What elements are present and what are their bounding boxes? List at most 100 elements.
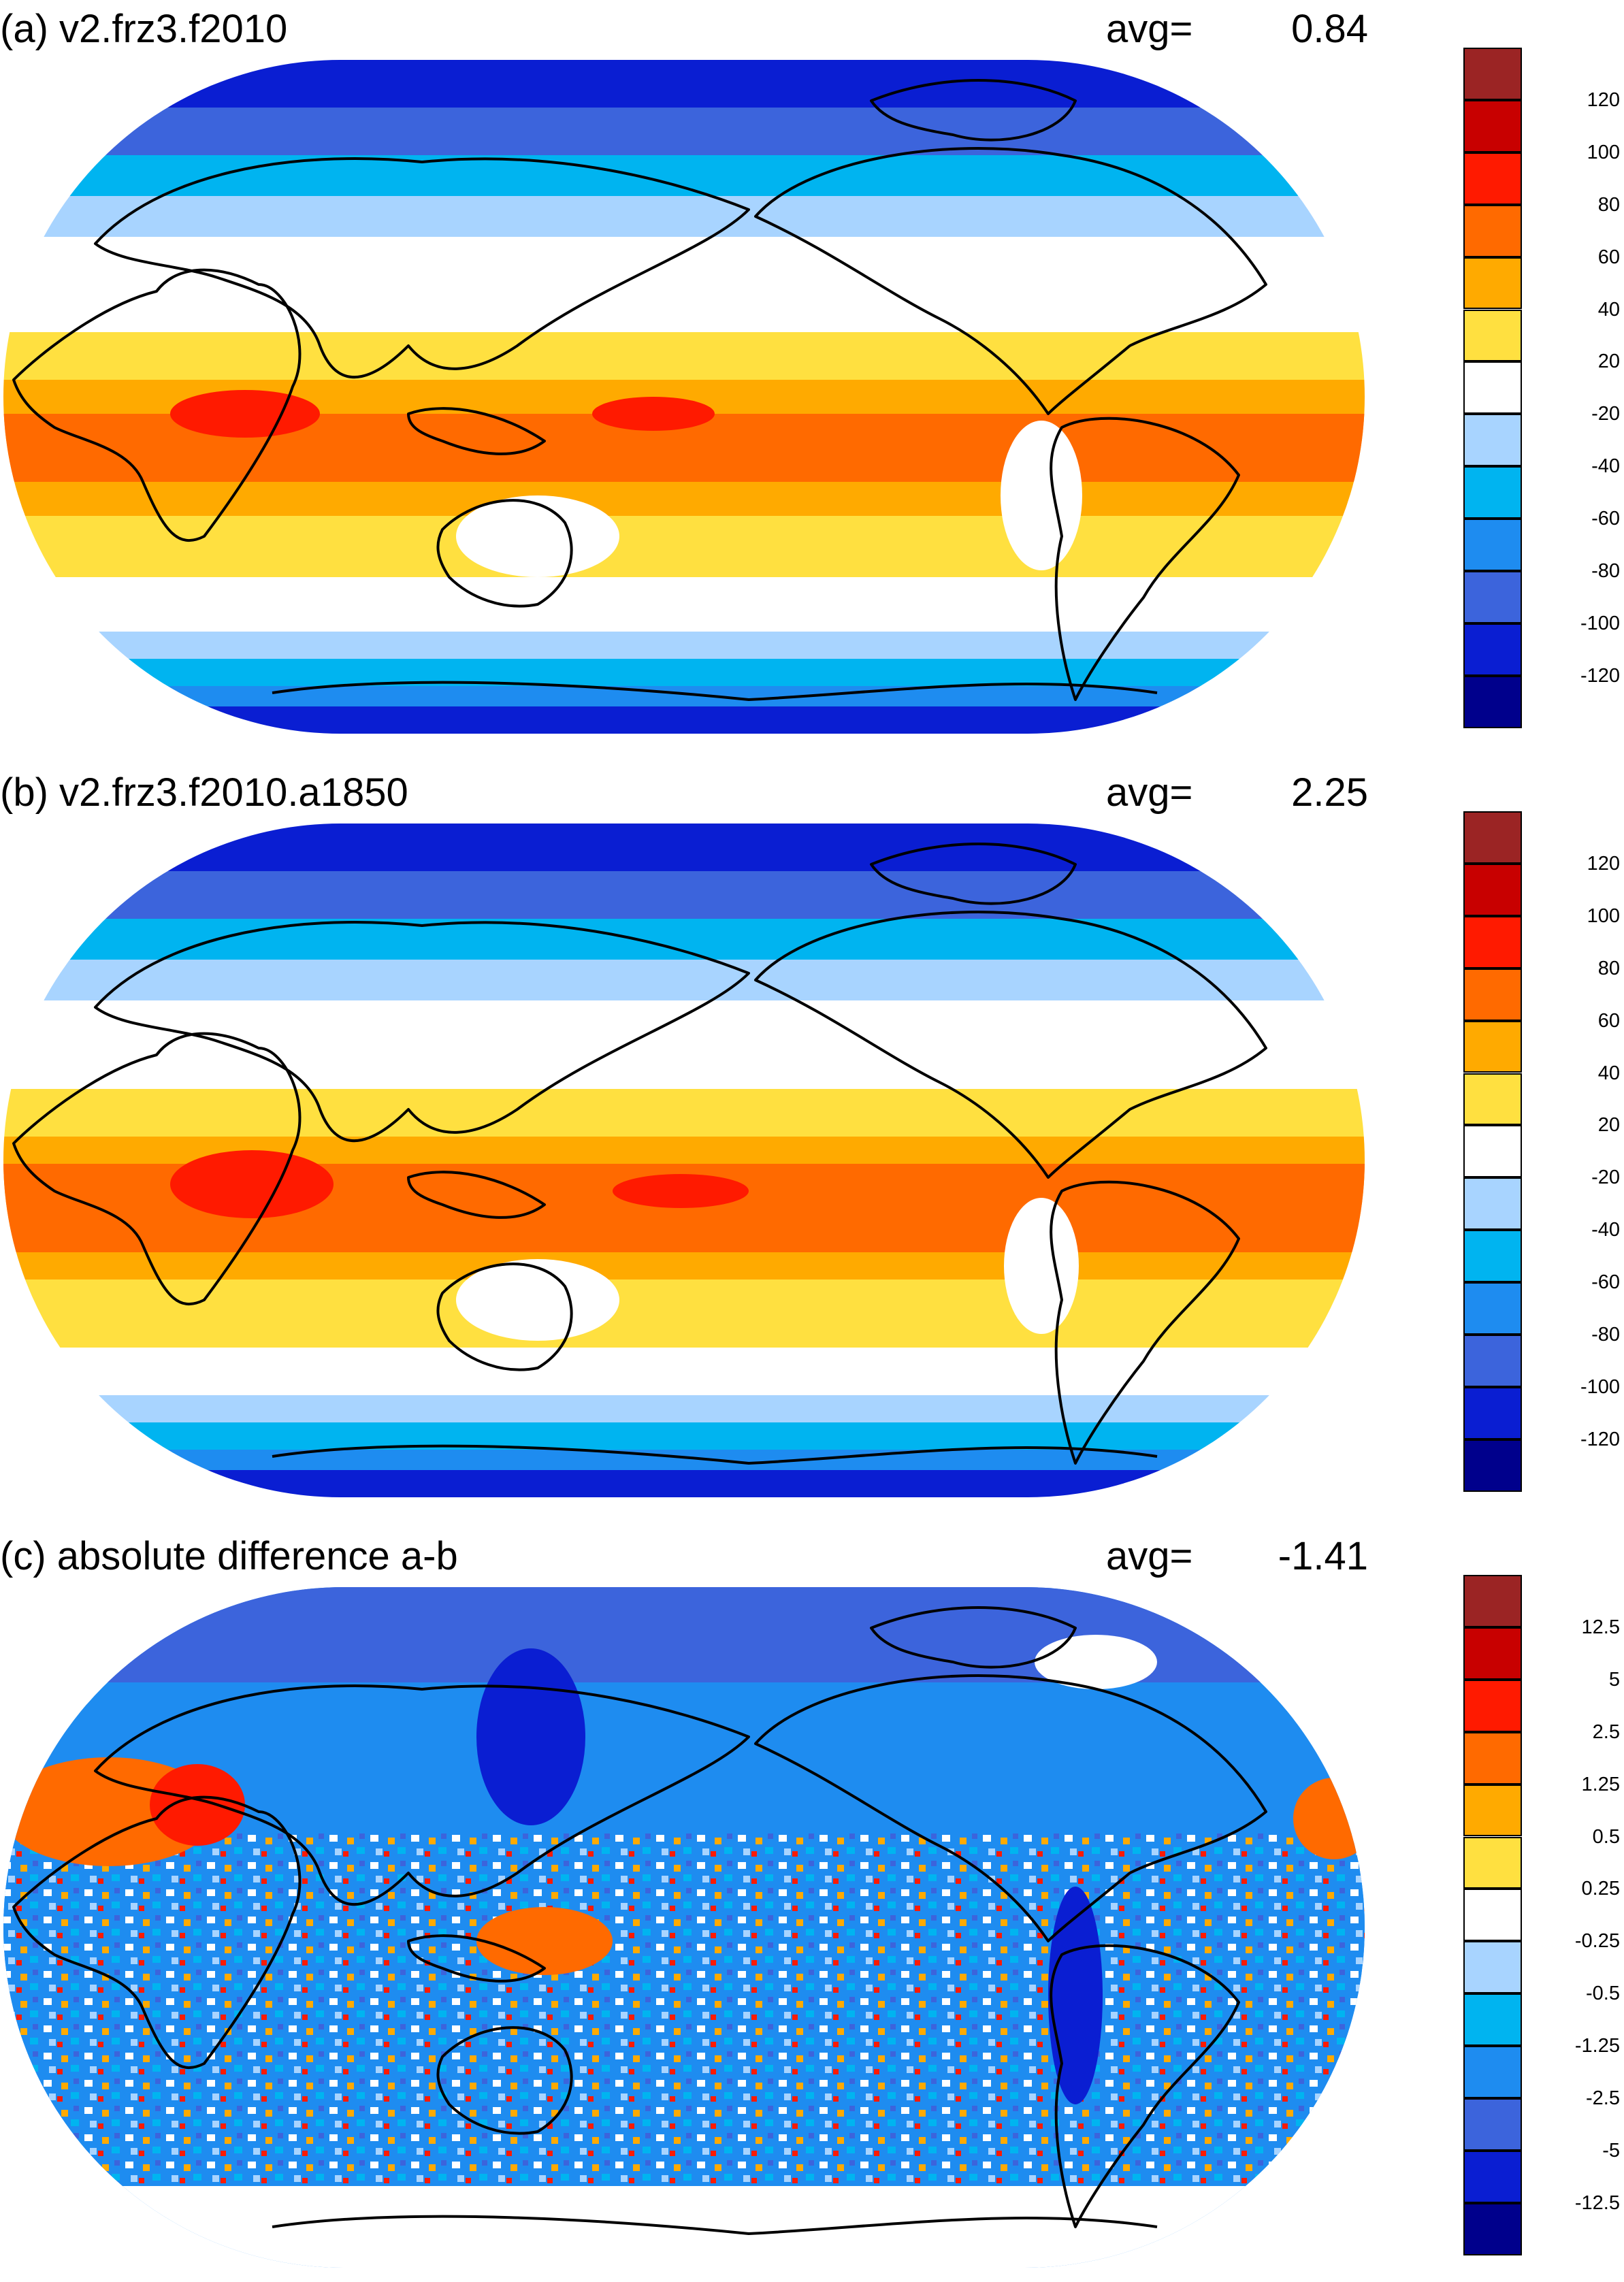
colorbar-label: -40 xyxy=(1591,455,1620,478)
coastline-australia xyxy=(436,1262,573,1371)
world-map xyxy=(3,1587,1365,2268)
colorbar-label: -2.5 xyxy=(1586,2087,1620,2109)
colorbar-swatch xyxy=(1463,2098,1522,2151)
colorbar-label: -5 xyxy=(1602,2139,1620,2162)
colorbar-label: 20 xyxy=(1597,351,1620,373)
colorbar-swatch xyxy=(1463,1282,1522,1335)
band-north-yellow xyxy=(3,1089,1365,1137)
colorbar-label: -20 xyxy=(1591,1167,1620,1189)
colorbar-swatch xyxy=(1463,675,1522,728)
cool-patch xyxy=(1001,421,1082,570)
band-north-subpolar xyxy=(3,871,1365,919)
band-south-white xyxy=(3,1348,1365,1395)
patch-japan xyxy=(476,1648,585,1825)
colorbar-label: -40 xyxy=(1591,1219,1620,1241)
colorbar-swatch xyxy=(1463,152,1522,205)
cool-patch xyxy=(1004,1198,1079,1334)
colorbar-swatch xyxy=(1463,2046,1522,2098)
colorbar-swatch xyxy=(1463,414,1522,467)
colorbar-swatch xyxy=(1463,519,1522,571)
colorbar-label: 0.25 xyxy=(1581,1878,1620,1900)
colorbar-swatch xyxy=(1463,1627,1522,1680)
patch-greenland xyxy=(1035,1635,1157,1689)
band-polar-south xyxy=(3,1470,1365,1497)
coastline-eurasia xyxy=(94,1684,750,1906)
colorbar-swatch xyxy=(1463,1941,1522,1994)
colorbar-label: -20 xyxy=(1591,403,1620,425)
colorbar-swatch xyxy=(1463,1439,1522,1492)
colorbar-swatch xyxy=(1463,1125,1522,1178)
coastline-indonesia xyxy=(407,1171,546,1219)
colorbar-swatch xyxy=(1463,1889,1522,1942)
colorbar-swatch xyxy=(1463,1731,1522,1784)
avg-label: avg= xyxy=(1106,770,1193,815)
coastline-south-america xyxy=(1050,417,1240,701)
colorbar-swatch xyxy=(1463,2202,1522,2255)
colorbar-label: -12.5 xyxy=(1574,2191,1620,2214)
colorbar-swatch xyxy=(1463,99,1522,152)
band-south-subpolar xyxy=(3,686,1365,706)
colorbar-label: 80 xyxy=(1597,193,1620,216)
world-map xyxy=(3,824,1365,1497)
panel-title: (c) absolute difference a-b xyxy=(0,1534,458,1578)
colorbar-swatch xyxy=(1463,1993,1522,2047)
colorbar-label: 1.25 xyxy=(1581,1773,1620,1795)
colorbar: 12.5 5 2.5 1.25 0.5 0.25 -0.25 -0.5 -1.2… xyxy=(1463,1575,1620,2255)
coastline-australia xyxy=(436,2026,573,2135)
patch-amazon xyxy=(1048,1887,1103,2104)
avg-label: avg= xyxy=(1106,7,1193,51)
coastline-antarctica xyxy=(272,2215,1158,2235)
colorbar: 120 100 80 60 40 20 -20 -40 -60 -80 -100… xyxy=(1463,811,1620,1492)
panel-title: (a) v2.frz3.f2010 xyxy=(0,7,288,51)
colorbar-swatch xyxy=(1463,466,1522,519)
coastline-south-america xyxy=(1050,1944,1240,2228)
hotspot xyxy=(170,390,320,438)
band-north-mid xyxy=(3,155,1365,196)
colorbar-swatch xyxy=(1463,1575,1522,1627)
colorbar-label: -80 xyxy=(1591,560,1620,582)
colorbar-swatch xyxy=(1463,1386,1522,1439)
coastlines xyxy=(12,843,1267,1465)
coastlines xyxy=(12,1606,1267,2235)
band-polar-south xyxy=(3,706,1365,734)
colorbar-swatch xyxy=(1463,623,1522,676)
colorbar-swatch xyxy=(1463,1335,1522,1387)
colorbar-label: -100 xyxy=(1580,612,1620,634)
band-south-yellow xyxy=(3,1279,1365,1348)
colorbar-label: 120 xyxy=(1587,852,1620,875)
colorbar-swatch xyxy=(1463,571,1522,623)
colorbar-swatch xyxy=(1463,48,1522,100)
colorbar-label: 100 xyxy=(1587,904,1620,927)
colorbar-label: -0.25 xyxy=(1574,1930,1620,1953)
colorbar-label: 5 xyxy=(1608,1668,1620,1691)
coastline-greenland xyxy=(870,843,1077,905)
coastline-north-america xyxy=(754,911,1267,1179)
band-south-subpolar xyxy=(3,1450,1365,1470)
colorbar-swatch xyxy=(1463,968,1522,1021)
hotspot-warm-pool xyxy=(476,1907,613,1975)
coastline-eurasia xyxy=(94,157,750,379)
hotspot xyxy=(170,1150,334,1218)
colorbar-swatch xyxy=(1463,204,1522,257)
colorbar-swatch xyxy=(1463,811,1522,864)
colorbar-label: 0.5 xyxy=(1592,1825,1620,1848)
colorbar-swatch xyxy=(1463,2150,1522,2203)
band-polar-north xyxy=(3,60,1365,108)
hotspot-arabia xyxy=(150,1764,245,1846)
band-south-mid xyxy=(3,659,1365,686)
colorbar-label: 120 xyxy=(1587,88,1620,111)
band-north-subpolar xyxy=(3,108,1365,155)
colorbar-swatch xyxy=(1463,915,1522,968)
colorbar-swatch xyxy=(1463,1020,1522,1073)
colorbar-swatch xyxy=(1463,1679,1522,1732)
speckle-field xyxy=(3,1832,1365,2186)
colorbar-label: -120 xyxy=(1580,1428,1620,1450)
colorbar-label: 80 xyxy=(1597,957,1620,979)
coastline-africa xyxy=(12,1032,302,1305)
coastline-eurasia xyxy=(94,921,750,1143)
band-polar-north xyxy=(3,824,1365,871)
band-south-yellow xyxy=(3,516,1365,577)
coastlines xyxy=(12,79,1267,701)
avg-value: 2.25 xyxy=(1291,770,1368,815)
avg-label: avg= xyxy=(1106,1534,1193,1578)
